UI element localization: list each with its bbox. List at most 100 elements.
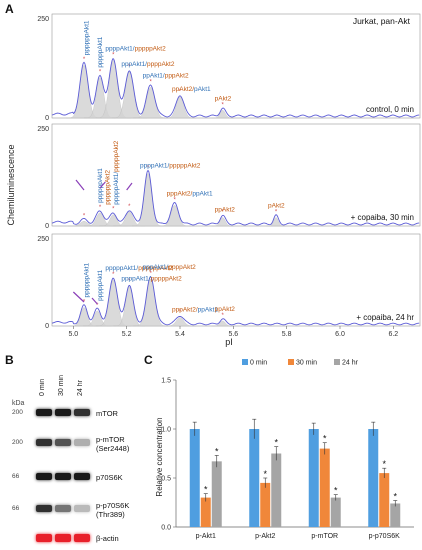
- arrow-icon: [91, 297, 98, 305]
- label-part: ppAkt2: [215, 306, 236, 313]
- peak-star: *: [112, 272, 115, 278]
- label-part: ppAkt1: [198, 307, 219, 314]
- label-part: pppppAkt1/: [113, 172, 120, 205]
- x-tick-label: 5.6: [228, 331, 238, 338]
- kda-tick: 66: [12, 473, 20, 480]
- arrow-icon: [126, 182, 133, 191]
- band-label: p-mTOR (Ser2448): [96, 435, 130, 453]
- bar: [330, 497, 341, 527]
- label-part: pAkt2: [268, 203, 285, 210]
- label-part: ppppppAkt1: [84, 20, 91, 55]
- peak-area: [266, 217, 286, 227]
- blot-band: [36, 534, 52, 542]
- x-tick-label: 6.0: [335, 331, 345, 338]
- blot-band: [55, 439, 71, 446]
- bar: [319, 448, 330, 527]
- category-label: p-Akt2: [255, 533, 275, 540]
- x-tick-label: 5.4: [175, 331, 185, 338]
- label-part: pppppAkt2: [135, 45, 166, 52]
- label-part: ppppppAkt2: [138, 265, 173, 272]
- peak-star: *: [147, 165, 150, 171]
- panel-c-letter: C: [144, 353, 153, 367]
- blot-band: [74, 534, 90, 542]
- y-tick-250: 250: [37, 16, 49, 23]
- peak-area: [211, 110, 234, 119]
- peak-label: ppAkt2/pAkt1: [172, 86, 211, 93]
- label-part: pppppAkt2: [169, 162, 200, 169]
- panel-b-blot: kDa 0 min 30 min 24 hr 200 200 66 66 mTOR p-mTO…: [0, 352, 140, 550]
- legend-label: 0 min: [250, 360, 267, 367]
- kda-tick: 200: [12, 439, 23, 446]
- y-tick-250: 250: [37, 126, 49, 133]
- label-part: pppAkt2/: [172, 307, 198, 314]
- band-label: mTOR: [96, 409, 118, 418]
- x-tick-label: 6.2: [388, 331, 398, 338]
- trace-frame: [51, 13, 421, 119]
- trace-frame: [51, 123, 421, 227]
- bar: [189, 429, 200, 527]
- x-axis-title: pI: [225, 337, 233, 347]
- panel-b-letter: B: [5, 353, 14, 367]
- peak-star: *: [275, 210, 278, 216]
- peak-star: *: [128, 204, 131, 210]
- y-tick-250: 250: [37, 236, 49, 243]
- blot-band: [55, 534, 71, 542]
- peak-label-vertical: ppppppAkt1: [97, 168, 104, 203]
- legend-label: 24 hr: [342, 360, 359, 367]
- peak-area: [164, 96, 196, 119]
- y-axis-title: Chemiluminescence: [6, 144, 16, 225]
- blot-band: [36, 505, 52, 512]
- peak-label: pppAkt2/ppAkt1: [172, 307, 218, 314]
- peak-area: [132, 173, 164, 227]
- bar: [271, 453, 282, 527]
- label-part: ppAkt2: [215, 207, 236, 214]
- peak-star: *: [221, 102, 224, 108]
- peak-star: *: [83, 213, 86, 219]
- label-part: pppAkt1/: [143, 264, 169, 271]
- peak-star: *: [96, 303, 99, 309]
- trace-frame: [51, 233, 421, 327]
- category-label: p-Akt1: [196, 533, 216, 540]
- peak-star: *: [128, 279, 131, 285]
- bar: [390, 503, 401, 527]
- lane-label: 30 min: [58, 374, 65, 396]
- peak-star: *: [221, 210, 224, 216]
- blot-band: [36, 439, 52, 446]
- panel-a-electropherogram: Chemiluminescence pI Jurkat, pan-Akt 250…: [6, 13, 421, 347]
- y-axis-title: Relative concentration: [155, 417, 164, 496]
- bar: [200, 497, 211, 527]
- peak-label: ppAkt2: [215, 306, 236, 313]
- peak-label: ppAkt2: [215, 207, 236, 214]
- blot-band: [74, 505, 90, 512]
- peak-star: *: [99, 70, 102, 76]
- label-part: ppAkt1/: [143, 72, 165, 79]
- blot-band: [74, 409, 90, 416]
- peak-star: *: [83, 300, 86, 306]
- significance-star: *: [334, 486, 338, 496]
- top-right-label: Jurkat, pan-Akt: [353, 16, 411, 26]
- lane-label: 0 min: [39, 378, 46, 396]
- y-tick-label: 1.5: [161, 378, 171, 385]
- peak-label: pppAkt2/ppAkt1: [167, 190, 213, 197]
- label-part: pAkt1: [194, 86, 211, 93]
- trace-line: [51, 58, 420, 118]
- label-part: ppAkt2/: [172, 86, 194, 93]
- label-part: pppppAkt1: [97, 36, 104, 67]
- peak-label-vertical: pppppAkt1: [97, 269, 104, 300]
- kda-tick: 66: [12, 505, 20, 512]
- peak-label-vertical: pppppAkt1: [97, 36, 104, 67]
- x-tick-label: 5.0: [68, 331, 78, 338]
- peak-star: *: [179, 310, 182, 316]
- condition-label: + copaiba, 24 hr: [356, 313, 414, 322]
- blot-band: [55, 473, 71, 480]
- peak-star: *: [99, 205, 102, 211]
- significance-star: *: [204, 485, 208, 495]
- label-part: pppAkt1/: [121, 61, 147, 68]
- y-tick-0: 0: [45, 115, 49, 122]
- bar: [368, 429, 379, 527]
- peak-star: *: [112, 207, 115, 213]
- label-part: pppppAkt1: [97, 269, 104, 300]
- peak-star: *: [128, 64, 131, 70]
- panel-c-bar-chart: Relative concentration 0 min 30 min 24 hr …: [155, 359, 414, 540]
- band-label: p70S6K: [96, 473, 123, 482]
